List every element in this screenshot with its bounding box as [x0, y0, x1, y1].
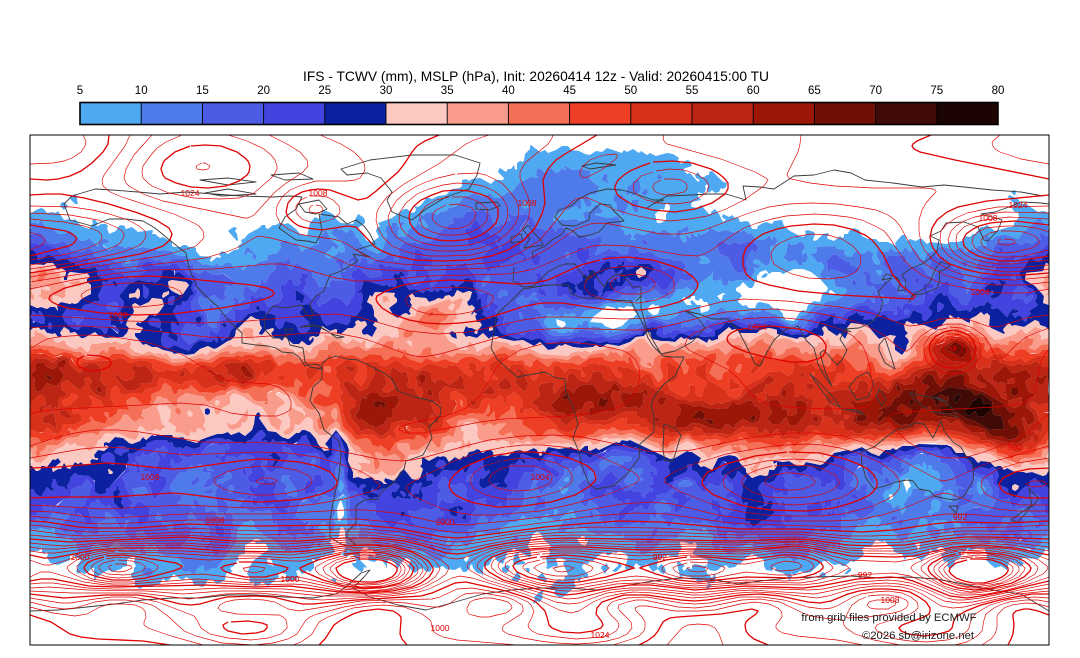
svg-text:from grib files provided by EC: from grib files provided by ECMWF — [801, 612, 976, 624]
svg-text:IFS - TCWV (mm), MSLP (hPa), I: IFS - TCWV (mm), MSLP (hPa), Init: 20260… — [303, 69, 769, 84]
svg-text:1004: 1004 — [531, 472, 550, 482]
svg-text:20: 20 — [257, 85, 270, 97]
svg-text:1008: 1008 — [141, 472, 160, 482]
svg-text:25: 25 — [318, 85, 331, 97]
svg-text:40: 40 — [502, 85, 515, 97]
svg-text:992: 992 — [858, 570, 872, 580]
svg-text:80: 80 — [992, 85, 1005, 97]
svg-text:1004: 1004 — [971, 287, 990, 297]
svg-text:70: 70 — [869, 85, 882, 97]
svg-text:992: 992 — [953, 512, 967, 522]
svg-text:50: 50 — [624, 85, 637, 97]
svg-text:992: 992 — [1008, 442, 1022, 452]
svg-text:992: 992 — [653, 552, 667, 562]
svg-text:1008: 1008 — [309, 188, 328, 198]
svg-text:1004: 1004 — [748, 322, 767, 332]
svg-text:1024: 1024 — [591, 630, 610, 640]
svg-text:75: 75 — [930, 85, 943, 97]
svg-text:1024: 1024 — [1009, 200, 1028, 210]
svg-text:1008: 1008 — [206, 515, 225, 525]
svg-text:10: 10 — [135, 85, 148, 97]
svg-text:1000: 1000 — [71, 552, 90, 562]
svg-text:1024: 1024 — [181, 188, 200, 198]
svg-text:5: 5 — [77, 85, 83, 97]
svg-text:15: 15 — [196, 85, 209, 97]
svg-text:1008: 1008 — [518, 198, 537, 208]
svg-text:45: 45 — [563, 85, 576, 97]
svg-text:1008: 1008 — [109, 310, 128, 320]
svg-text:1008: 1008 — [881, 595, 900, 605]
svg-text:30: 30 — [380, 85, 393, 97]
svg-text:©2026 sb@irizone.net: ©2026 sb@irizone.net — [862, 630, 975, 642]
svg-text:1000: 1000 — [281, 574, 300, 584]
svg-text:60: 60 — [747, 85, 760, 97]
svg-text:1000: 1000 — [431, 623, 450, 633]
svg-text:65: 65 — [808, 85, 821, 97]
svg-text:1000: 1000 — [436, 517, 455, 527]
svg-text:35: 35 — [441, 85, 454, 97]
svg-text:55: 55 — [686, 85, 699, 97]
svg-text:1008: 1008 — [979, 213, 998, 223]
